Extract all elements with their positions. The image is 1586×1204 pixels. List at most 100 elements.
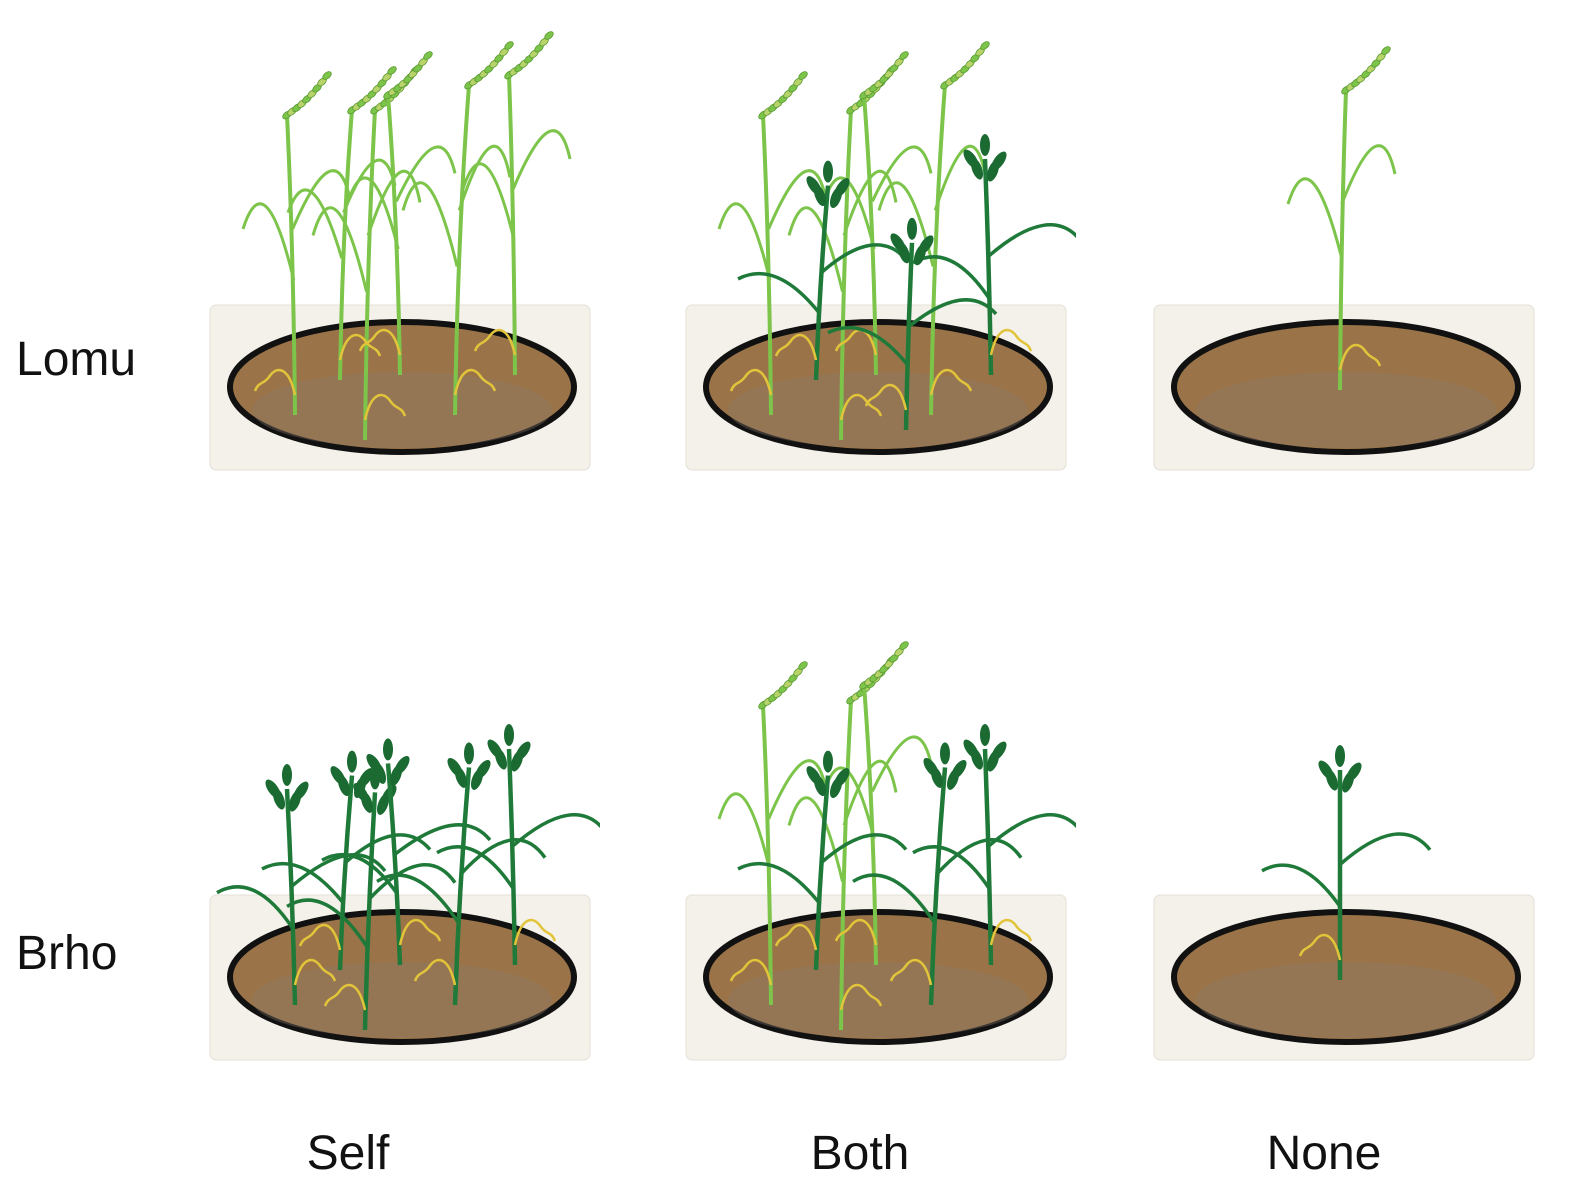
- brho-head: [963, 134, 1007, 182]
- brho-plant: [216, 764, 387, 1006]
- lomu-stem: [839, 109, 853, 441]
- lomu-leaf: [842, 759, 898, 826]
- root-hair: [298, 923, 342, 951]
- brho-leaf: [737, 861, 820, 904]
- lomu-leaf: [1286, 177, 1343, 256]
- brho-leaf: [819, 833, 908, 865]
- column-label-self: Self: [306, 1127, 390, 1180]
- root-hair: [774, 333, 818, 361]
- row-label-brho: Brho: [16, 927, 118, 980]
- lomu-leaf: [511, 129, 572, 190]
- panel-lomu-none: [1144, 20, 1544, 490]
- soil-surface: [1171, 909, 1521, 1045]
- root-hair: [729, 958, 773, 986]
- root-hair: [358, 328, 402, 356]
- brho-head: [806, 750, 850, 799]
- brho-stem: [928, 767, 948, 1006]
- pot: [1153, 304, 1535, 471]
- brho-stem: [452, 767, 472, 1006]
- lomu-leaf: [871, 735, 933, 793]
- soil-shadow: [1196, 372, 1496, 448]
- lomu-leaf: [395, 145, 457, 203]
- lomu-plant: [1286, 46, 1397, 391]
- brho-stem: [385, 763, 403, 966]
- brho-head: [890, 217, 934, 266]
- brho-leaf: [737, 271, 820, 314]
- lomu-spike: [282, 71, 332, 120]
- column-label-both: Both: [810, 1127, 910, 1180]
- lomu-spike: [347, 66, 397, 115]
- brho-stem: [362, 792, 378, 1031]
- brho-stem: [506, 748, 518, 966]
- lomu-leaf: [717, 202, 772, 281]
- lomu-leaf: [787, 206, 844, 292]
- brho-plant: [1261, 745, 1432, 980]
- panel-brho-self: [200, 610, 600, 1080]
- brho-plant: [321, 738, 492, 966]
- lomu-leaf: [401, 181, 459, 267]
- brho-leaf: [367, 863, 457, 901]
- lomu-leaf: [342, 158, 397, 214]
- brho-leaf: [511, 813, 600, 848]
- brho-leaf: [912, 255, 992, 301]
- brho-stem: [813, 775, 831, 971]
- brho-leaf: [827, 325, 909, 366]
- soil-shadow: [1196, 962, 1496, 1038]
- root-hair: [834, 918, 878, 946]
- lomu-leaf: [842, 169, 898, 236]
- lomu-spike: [1341, 46, 1391, 95]
- brho-leaf: [343, 833, 432, 865]
- soil-surface: [1171, 319, 1521, 455]
- root-hair: [513, 918, 557, 946]
- brho-plant: [852, 742, 1023, 1006]
- brho-stem: [982, 158, 994, 376]
- lomu-leaf: [241, 202, 296, 281]
- brho-leaf: [216, 885, 295, 931]
- brho-head: [806, 160, 850, 209]
- lomu-stem: [839, 699, 853, 1031]
- lomu-plant: [241, 71, 352, 416]
- brho-leaf: [261, 861, 344, 904]
- lomu-leaf: [366, 169, 422, 236]
- brho-plant: [737, 160, 908, 381]
- soil-surface: [227, 319, 577, 455]
- root-hair: [453, 368, 497, 396]
- lomu-plant: [717, 661, 828, 1006]
- lomu-stem: [363, 109, 377, 441]
- brho-head: [366, 738, 410, 786]
- row-label-lomu: Lomu: [16, 333, 137, 386]
- brho-leaf: [459, 838, 547, 876]
- lomu-spike: [464, 41, 514, 90]
- lomu-leaf: [767, 169, 828, 230]
- soil-surface: [227, 909, 577, 1045]
- brho-head: [1318, 745, 1362, 793]
- panel-lomu-self: [200, 20, 600, 490]
- brho-head: [487, 724, 531, 772]
- brho-leaf: [376, 873, 460, 923]
- lomu-stem: [761, 704, 773, 1006]
- brho-leaf: [394, 823, 492, 856]
- brho-plant: [261, 750, 432, 971]
- brho-plant: [436, 724, 600, 966]
- root-hair: [363, 393, 407, 421]
- lomu-stem: [1338, 89, 1348, 391]
- lomu-stem: [338, 109, 354, 381]
- brho-head: [330, 750, 374, 799]
- brho-stem: [982, 748, 994, 966]
- root-hair: [1338, 343, 1382, 371]
- brho-leaf: [436, 845, 516, 891]
- root-hair: [834, 328, 878, 356]
- lomu-spike: [859, 641, 909, 690]
- root-hair: [338, 333, 382, 361]
- brho-leaf: [912, 845, 992, 891]
- lomu-stem: [761, 114, 773, 416]
- pot: [685, 304, 1067, 471]
- lomu-leaf: [787, 796, 844, 882]
- brho-leaf: [321, 852, 400, 896]
- root-hair: [839, 983, 883, 1011]
- brho-stem: [813, 185, 831, 381]
- root-hair: [293, 958, 337, 986]
- lomu-spike: [859, 51, 909, 100]
- lomu-leaf: [291, 169, 352, 230]
- root-hair: [398, 918, 442, 946]
